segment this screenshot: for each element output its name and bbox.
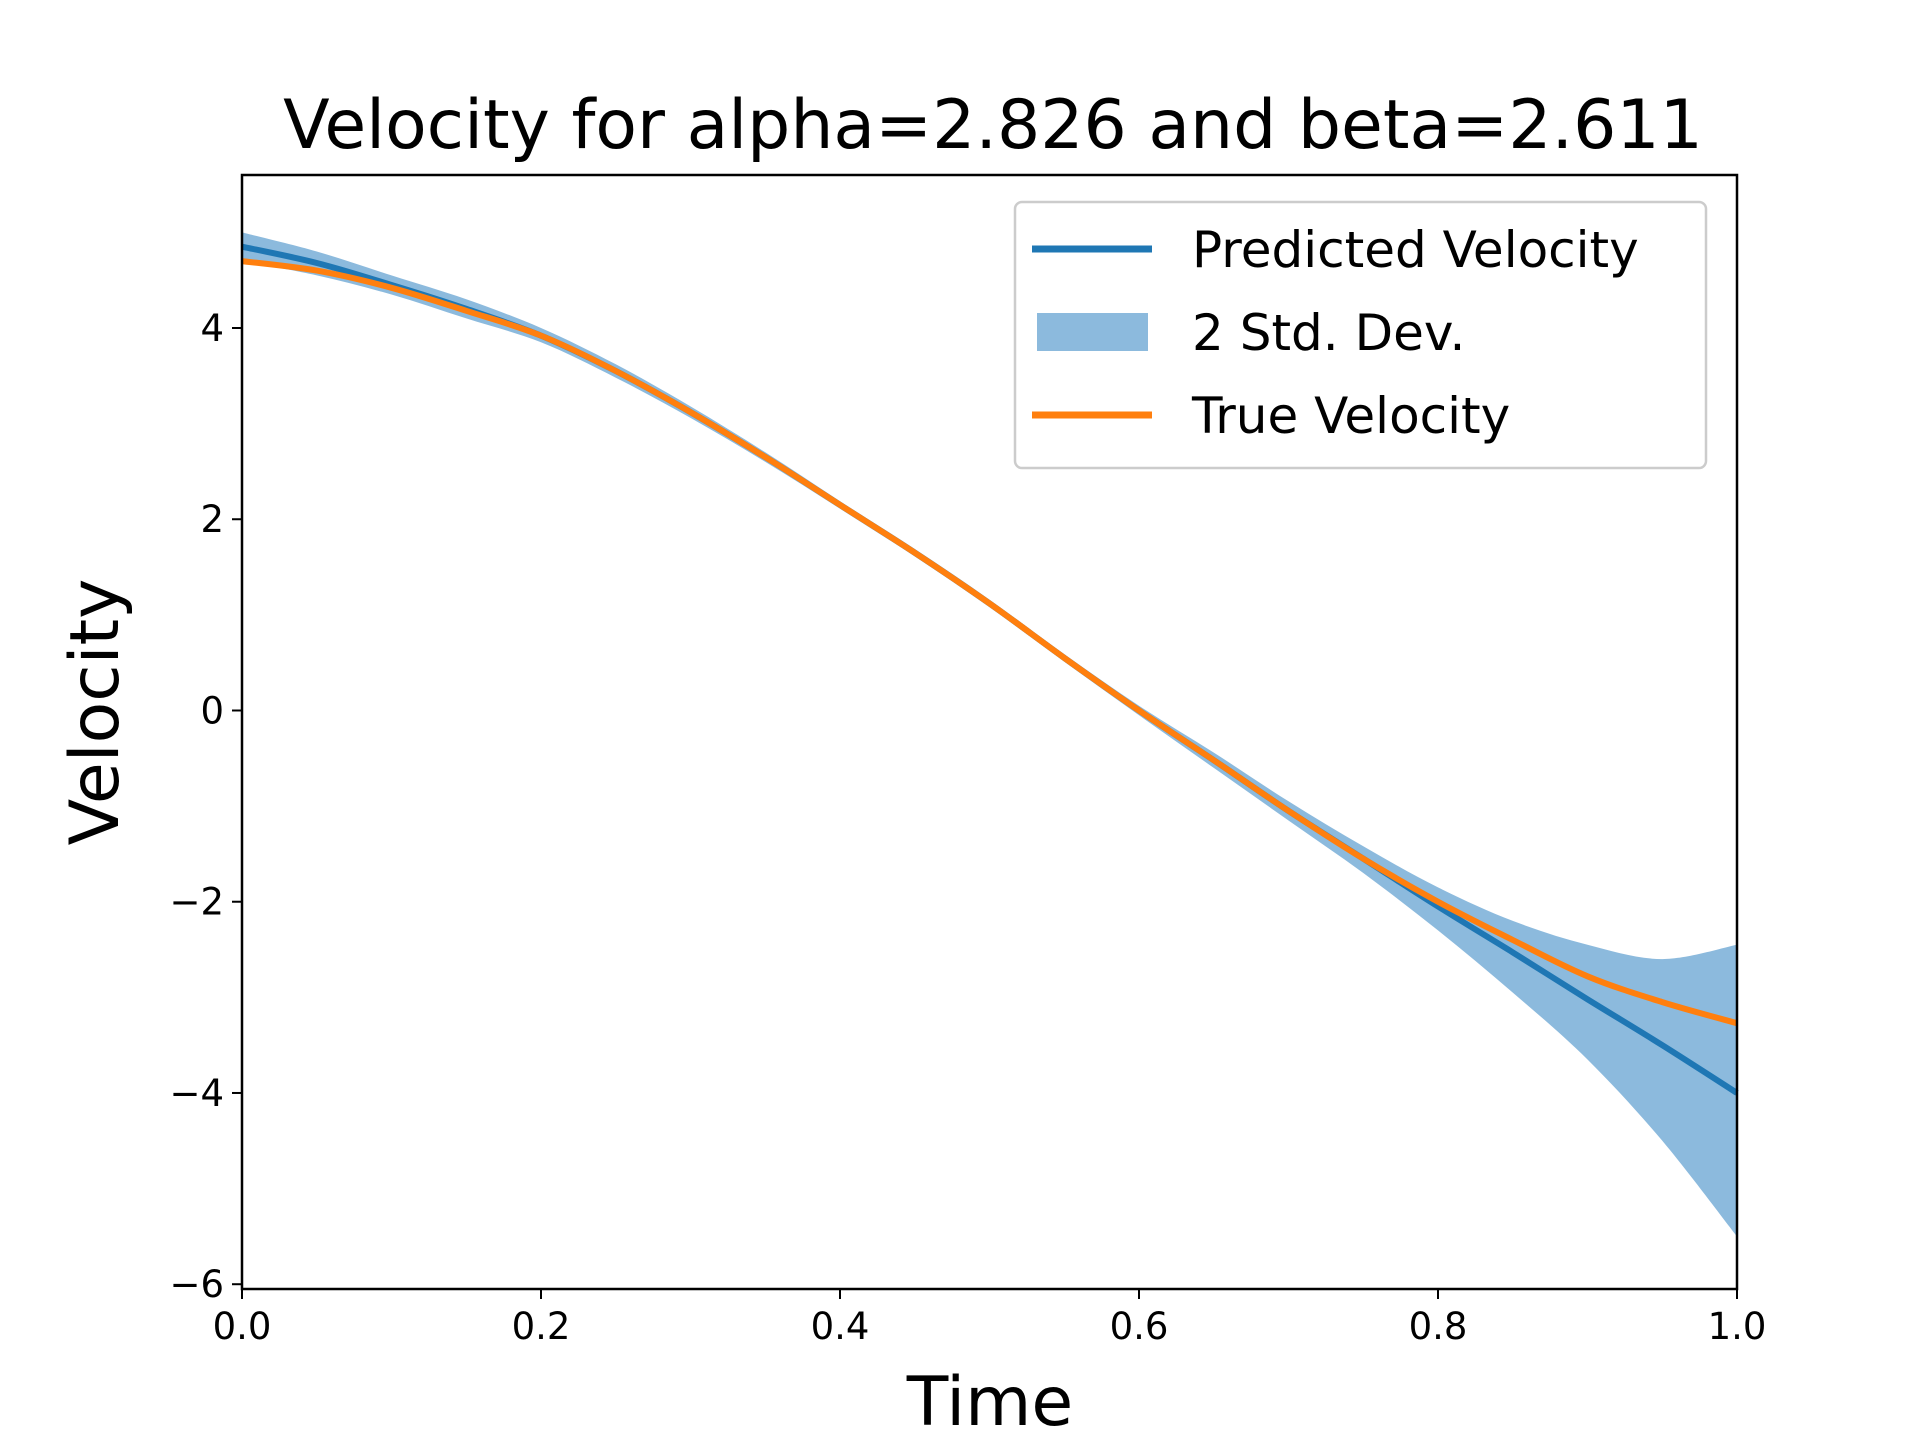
legend: Predicted Velocity 2 Std. Dev. True Velo… — [1013, 200, 1708, 470]
y-tick-label: −4 — [169, 1072, 224, 1115]
legend-label-predicted: Predicted Velocity — [1192, 221, 1639, 279]
y-axis-ticks: −6 −4 −2 0 2 4 — [169, 307, 242, 1306]
x-tick-label: 0.8 — [1409, 1305, 1468, 1348]
x-tick-label: 0.2 — [512, 1305, 571, 1348]
x-tick-label: 0.6 — [1110, 1305, 1169, 1348]
x-tick-label: 0.0 — [213, 1305, 272, 1348]
chart-title: Velocity for alpha=2.826 and beta=2.611 — [283, 86, 1703, 165]
y-axis-label: Velocity — [56, 579, 135, 846]
x-tick-label: 0.4 — [811, 1305, 870, 1348]
legend-label-true: True Velocity — [1191, 387, 1510, 445]
true-velocity-line — [241, 258, 1738, 1027]
axes-frame — [240, 173, 1739, 1291]
legend-box — [1013, 200, 1708, 470]
y-tick-label: 2 — [200, 498, 224, 541]
legend-label-band: 2 Std. Dev. — [1192, 304, 1465, 362]
y-tick-label: −6 — [169, 1263, 224, 1306]
x-tick-label: 1.0 — [1708, 1305, 1767, 1348]
y-tick-label: 0 — [200, 689, 224, 732]
x-axis-ticks: 0.0 0.2 0.4 0.6 0.8 1.0 — [213, 1289, 1767, 1348]
y-tick-label: −2 — [169, 881, 224, 924]
y-tick-label: 4 — [200, 307, 224, 350]
plot-area — [241, 232, 1739, 1237]
legend-swatch-band — [1037, 313, 1148, 351]
x-axis-label: Time — [906, 1363, 1073, 1440]
